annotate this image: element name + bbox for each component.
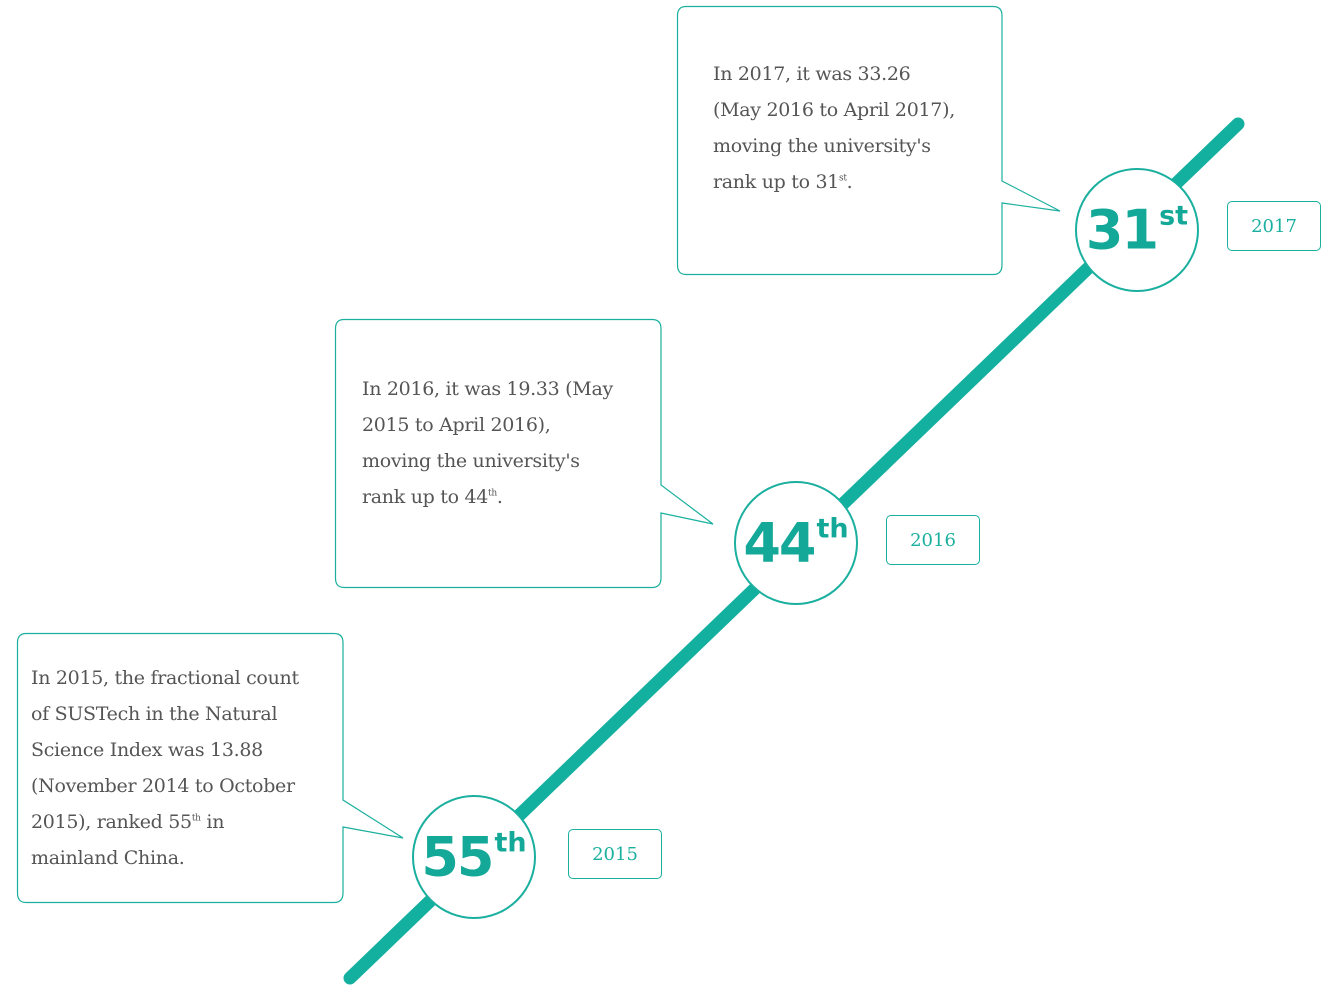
rank-2016: 44th bbox=[743, 512, 848, 575]
text-line: In 2016, it was 19.33 (May bbox=[362, 378, 613, 400]
text-line: rank up to 44th. bbox=[362, 479, 613, 515]
text-line: In 2017, it was 33.26 bbox=[713, 63, 911, 85]
rank-suffix: th bbox=[816, 513, 849, 545]
text-line: moving the university's bbox=[362, 450, 580, 472]
rank-number: 44 bbox=[743, 511, 816, 575]
callout-2017: In 2017, it was 33.26 (May 2016 to April… bbox=[676, 5, 1061, 276]
callout-2017-text: In 2017, it was 33.26 (May 2016 to April… bbox=[713, 56, 955, 200]
text-line: 2015), ranked 55th in bbox=[31, 804, 299, 840]
callout-2016: In 2016, it was 19.33 (May 2015 to April… bbox=[334, 318, 714, 589]
callout-2017-frame bbox=[676, 5, 1061, 276]
ordinal-superscript: th bbox=[191, 813, 201, 824]
text-line: (November 2014 to October bbox=[31, 775, 295, 797]
rank-suffix: st bbox=[1159, 200, 1189, 232]
callout-2015-text: In 2015, the fractional count of SUSTech… bbox=[31, 660, 299, 876]
text-fragment: 2015), ranked 55 bbox=[31, 811, 192, 833]
text-fragment: . bbox=[496, 486, 503, 508]
year-label-2017: 2017 bbox=[1227, 201, 1321, 251]
rank-badge-2016: 44th bbox=[734, 481, 858, 605]
text-line: mainland China. bbox=[31, 847, 185, 869]
rank-2015: 55th bbox=[421, 826, 526, 889]
text-line: 2015 to April 2016), bbox=[362, 414, 551, 436]
text-line: (May 2016 to April 2017), bbox=[713, 99, 955, 121]
ordinal-superscript: th bbox=[488, 488, 497, 499]
rank-suffix: th bbox=[494, 827, 527, 859]
text-fragment: rank up to 44 bbox=[362, 486, 489, 508]
year-label-2016: 2016 bbox=[886, 515, 980, 565]
text-line: moving the university's bbox=[713, 135, 931, 157]
rank-badge-2015: 55th bbox=[412, 795, 536, 919]
text-line: In 2015, the fractional count bbox=[31, 667, 299, 689]
rank-number: 31 bbox=[1085, 198, 1159, 262]
ordinal-superscript: st bbox=[839, 173, 847, 184]
rank-badge-2017: 31st bbox=[1075, 168, 1199, 292]
callout-2015: In 2015, the fractional count of SUSTech… bbox=[16, 632, 404, 904]
text-fragment: in bbox=[200, 811, 225, 833]
text-line: of SUSTech in the Natural bbox=[31, 703, 278, 725]
text-line: rank up to 31st. bbox=[713, 164, 955, 200]
callout-2016-text: In 2016, it was 19.33 (May 2015 to April… bbox=[362, 371, 613, 515]
rank-2017: 31st bbox=[1086, 199, 1188, 262]
callout-2016-frame bbox=[334, 318, 714, 589]
text-fragment: . bbox=[846, 171, 853, 193]
callout-2015-frame bbox=[16, 632, 404, 904]
text-fragment: rank up to 31 bbox=[713, 171, 840, 193]
rank-number: 55 bbox=[421, 825, 494, 889]
year-label-2015: 2015 bbox=[568, 829, 662, 879]
text-line: Science Index was 13.88 bbox=[31, 739, 263, 761]
